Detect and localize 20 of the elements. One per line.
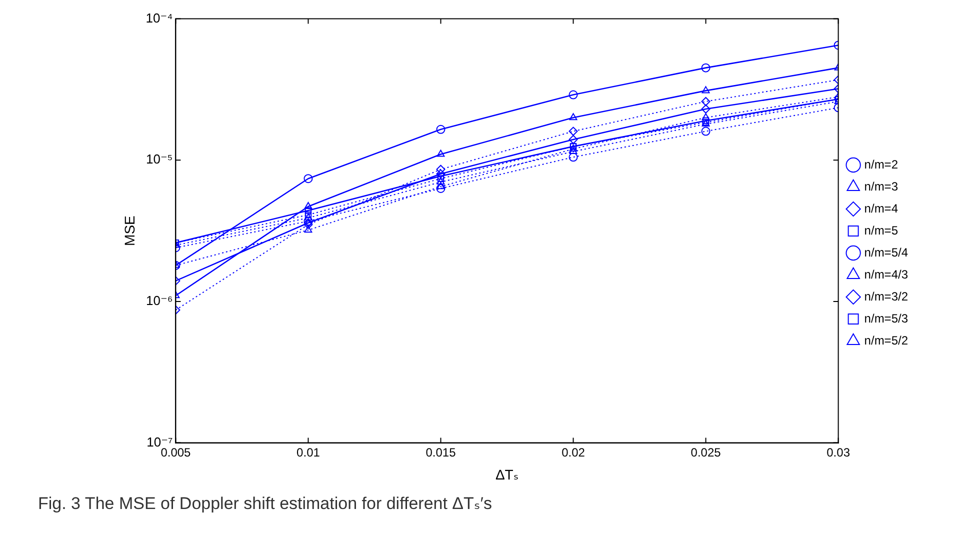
legend-label: n/m=3 (864, 179, 898, 194)
x-tick-label: 0.03 (826, 445, 850, 460)
x-tick-label: 0.025 (690, 445, 722, 460)
y-tick-label: 10⁻⁶ (146, 293, 173, 308)
x-tick-label: 0.01 (296, 445, 320, 460)
legend-label: n/m=3/2 (864, 289, 908, 304)
x-axis-title: ΔTₛ (495, 466, 519, 482)
legend-label: n/m=5/2 (864, 333, 908, 348)
x-tick-label: 0.015 (426, 445, 456, 460)
caption: Fig. 3 The MSE of Doppler shift estimation for different ΔTₛ′s (37, 493, 493, 515)
legend-label: n/m=4/3 (864, 267, 908, 282)
y-axis-title: MSE (121, 216, 138, 246)
legend-label: n/m=5 (864, 223, 898, 238)
y-tick-label: 10⁻⁴ (146, 10, 173, 26)
legend-label: n/m=5/3 (864, 311, 908, 326)
legend-label: n/m=4 (864, 201, 898, 216)
legend-label: n/m=2 (864, 157, 898, 172)
y-tick-label: 10⁻⁵ (146, 152, 173, 167)
legend-label: n/m=5/4 (864, 245, 908, 260)
x-tick-label: 0.02 (562, 445, 586, 460)
